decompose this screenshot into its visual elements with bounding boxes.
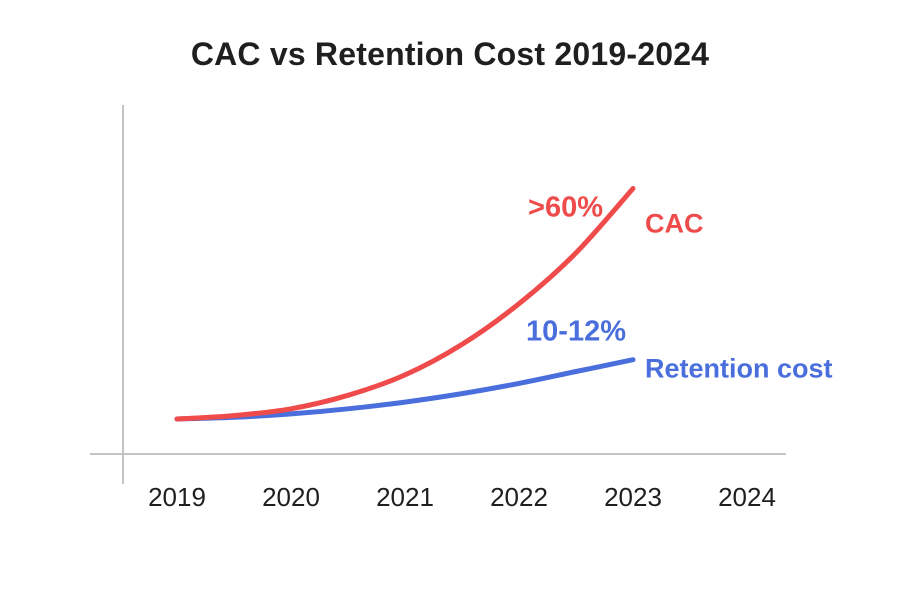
x-tick-label-2021: 2021 xyxy=(376,482,434,512)
x-tick-label-2023: 2023 xyxy=(604,482,662,512)
x-tick-labels: 2019 2020 2021 2022 2023 2024 xyxy=(148,482,776,512)
x-tick-label-2024: 2024 xyxy=(718,482,776,512)
annotation-cac: >60% xyxy=(528,191,603,223)
series-label-retention-cost: Retention cost xyxy=(645,354,833,384)
series-label-cac: CAC xyxy=(645,208,704,238)
series-labels: CAC >60% Retention cost 10-12% xyxy=(526,191,832,383)
chart-title: CAC vs Retention Cost 2019-2024 xyxy=(190,36,710,72)
x-tick-label-2020: 2020 xyxy=(262,482,320,512)
series-line-retention-cost xyxy=(174,357,636,422)
series-line-cac xyxy=(174,186,636,422)
x-tick-label-2022: 2022 xyxy=(490,482,548,512)
annotation-retention-cost: 10-12% xyxy=(526,316,626,348)
series-lines xyxy=(174,186,636,422)
x-tick-label-2019: 2019 xyxy=(148,482,206,512)
